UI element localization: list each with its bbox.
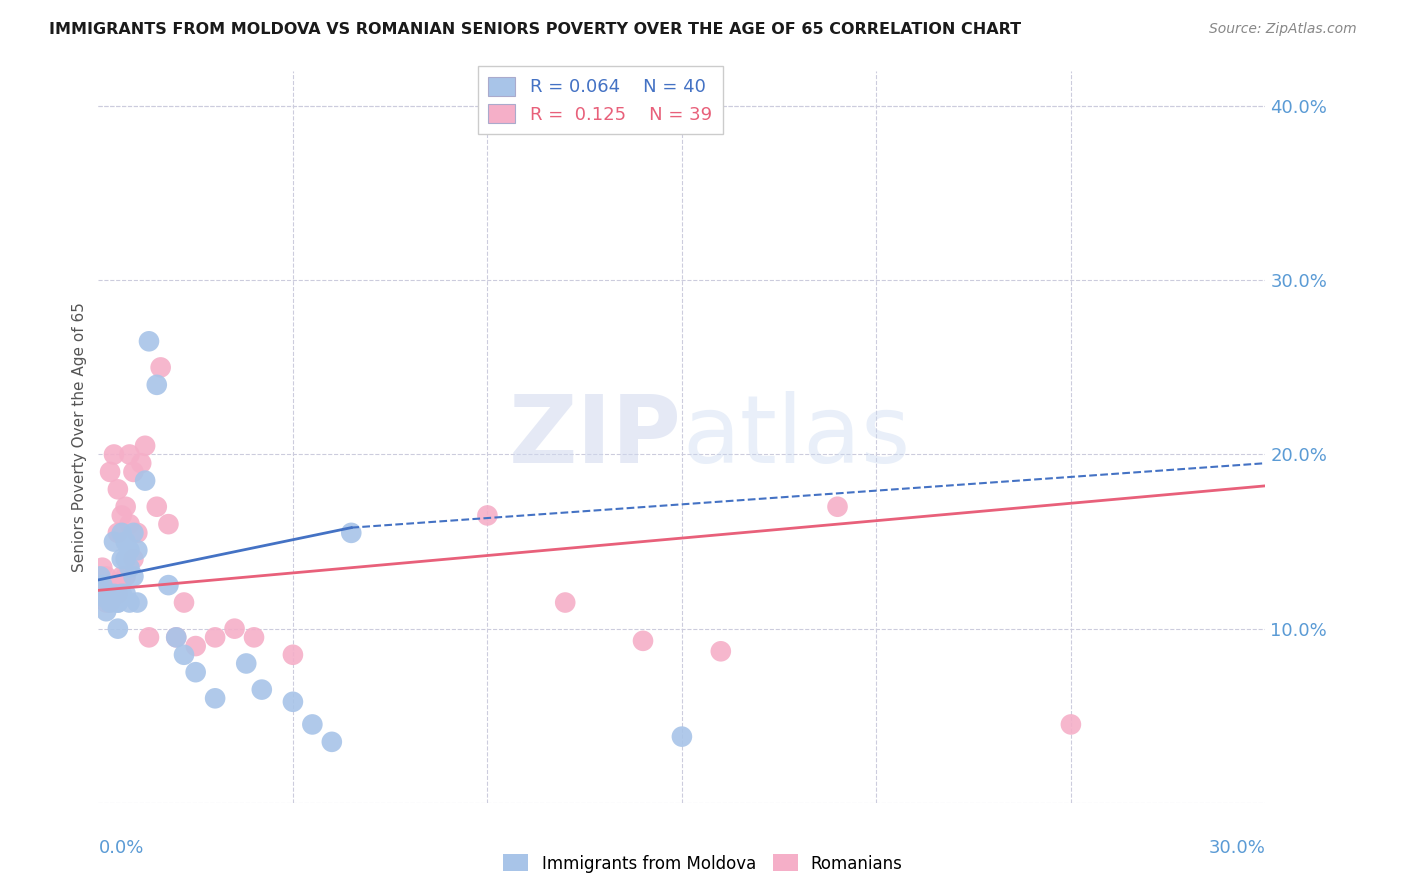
Point <box>138 631 160 645</box>
Point <box>111 569 134 583</box>
Point <box>103 578 125 592</box>
Point <box>243 631 266 645</box>
Point <box>98 587 121 601</box>
Point <box>118 448 141 462</box>
Point <box>107 525 129 540</box>
Legend: Immigrants from Moldova, Romanians: Immigrants from Moldova, Romanians <box>496 847 910 880</box>
Point <box>114 552 136 566</box>
Point <box>129 456 152 470</box>
Point <box>281 695 304 709</box>
Text: Source: ZipAtlas.com: Source: ZipAtlas.com <box>1209 22 1357 37</box>
Legend: R = 0.064    N = 40, R =  0.125    N = 39: R = 0.064 N = 40, R = 0.125 N = 39 <box>478 66 723 135</box>
Point <box>710 644 733 658</box>
Text: ZIP: ZIP <box>509 391 682 483</box>
Point <box>1060 717 1083 731</box>
Point <box>671 730 693 744</box>
Point <box>114 534 136 549</box>
Point <box>173 648 195 662</box>
Point <box>98 595 121 609</box>
Point <box>165 631 187 645</box>
Point <box>111 587 134 601</box>
Point <box>103 448 125 462</box>
Point <box>301 717 323 731</box>
Point <box>91 560 114 574</box>
Point <box>157 517 180 532</box>
Point <box>107 595 129 609</box>
Point <box>96 569 118 583</box>
Point <box>111 525 134 540</box>
Point <box>554 595 576 609</box>
Point <box>134 439 156 453</box>
Point <box>118 543 141 558</box>
Point <box>146 500 169 514</box>
Point <box>165 631 187 645</box>
Point <box>127 595 149 609</box>
Text: 30.0%: 30.0% <box>1209 839 1265 857</box>
Text: atlas: atlas <box>682 391 910 483</box>
Point <box>184 665 207 680</box>
Point <box>122 569 145 583</box>
Point <box>114 587 136 601</box>
Point <box>96 604 118 618</box>
Point <box>89 569 111 583</box>
Point <box>118 517 141 532</box>
Point <box>184 639 207 653</box>
Point <box>114 569 136 583</box>
Point <box>111 552 134 566</box>
Point <box>477 508 499 523</box>
Point <box>122 465 145 479</box>
Y-axis label: Seniors Poverty Over the Age of 65: Seniors Poverty Over the Age of 65 <box>72 302 87 572</box>
Point <box>157 578 180 592</box>
Point <box>118 560 141 574</box>
Point <box>224 622 246 636</box>
Point <box>281 648 304 662</box>
Point <box>118 595 141 609</box>
Point <box>96 595 118 609</box>
Text: IMMIGRANTS FROM MOLDOVA VS ROMANIAN SENIORS POVERTY OVER THE AGE OF 65 CORRELATI: IMMIGRANTS FROM MOLDOVA VS ROMANIAN SENI… <box>49 22 1021 37</box>
Point <box>107 587 129 601</box>
Point <box>127 525 149 540</box>
Point <box>98 595 121 609</box>
Point <box>204 691 226 706</box>
Point <box>235 657 257 671</box>
Point <box>149 360 172 375</box>
Point <box>146 377 169 392</box>
Point <box>98 465 121 479</box>
Point <box>107 622 129 636</box>
Point <box>631 633 654 648</box>
Point <box>173 595 195 609</box>
Point <box>340 525 363 540</box>
Point <box>107 483 129 497</box>
Point <box>103 534 125 549</box>
Point <box>134 474 156 488</box>
Point <box>96 591 118 605</box>
Point <box>321 735 343 749</box>
Point <box>91 578 114 592</box>
Point <box>114 500 136 514</box>
Point <box>138 334 160 349</box>
Point <box>93 591 115 605</box>
Point <box>122 552 145 566</box>
Point <box>250 682 273 697</box>
Point <box>127 543 149 558</box>
Point <box>111 508 134 523</box>
Point <box>122 525 145 540</box>
Point <box>204 631 226 645</box>
Point <box>91 587 114 601</box>
Point <box>827 500 849 514</box>
Point <box>103 587 125 601</box>
Text: 0.0%: 0.0% <box>98 839 143 857</box>
Point <box>107 595 129 609</box>
